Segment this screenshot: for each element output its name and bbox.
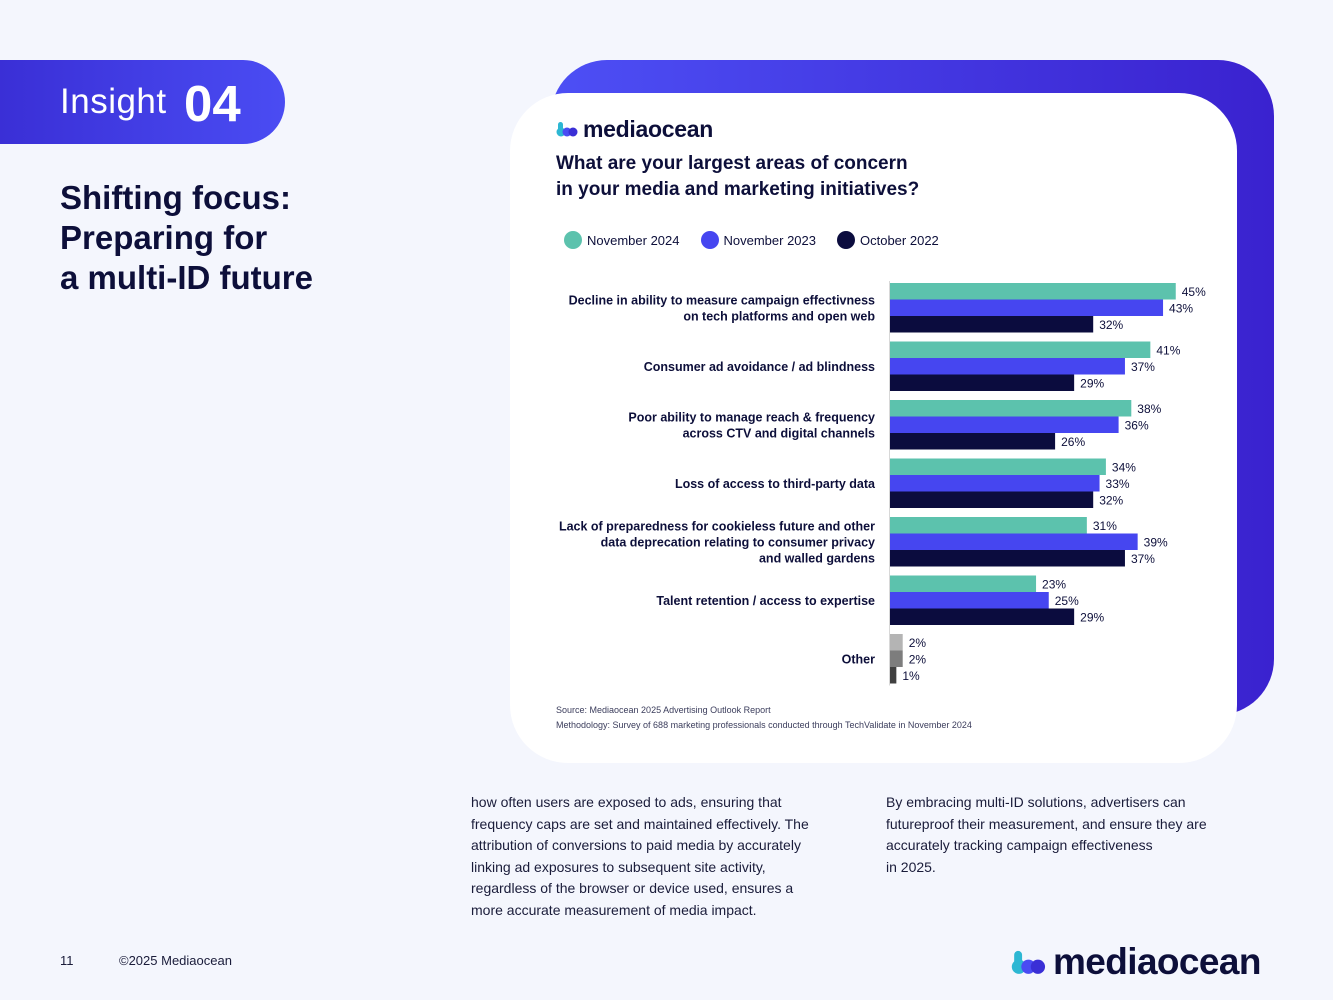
- legend-item: October 2022: [837, 231, 939, 249]
- chart-card: mediaocean What are your largest areas o…: [510, 93, 1237, 763]
- bar: [890, 592, 1049, 609]
- bar: [890, 575, 1037, 592]
- body-text-right: By embracing multi-ID solutions, adverti…: [886, 792, 1207, 878]
- data-label: 29%: [1080, 376, 1104, 390]
- chart-source: Source: Mediaocean 2025 Advertising Outl…: [556, 705, 771, 715]
- mediaocean-logo-icon: [556, 122, 578, 137]
- data-label: 26%: [1061, 435, 1085, 449]
- legend-item: November 2024: [564, 231, 680, 249]
- category-label: Consumer ad avoidance / ad blindness: [644, 360, 875, 374]
- data-label: 1%: [902, 669, 920, 683]
- data-label: 38%: [1137, 402, 1161, 416]
- bar: [890, 475, 1100, 492]
- chart-title-line: What are your largest areas of concern: [556, 153, 908, 174]
- bar: [890, 416, 1119, 433]
- chart-methodology: Methodology: Survey of 688 marketing pro…: [556, 720, 972, 730]
- body-line: futureproof their measurement, and ensur…: [886, 815, 1207, 832]
- category-label: Poor ability to manage reach & frequency: [628, 410, 875, 424]
- bar: [890, 533, 1138, 550]
- mediaocean-logo-icon: [1011, 950, 1046, 974]
- data-label: 32%: [1099, 318, 1123, 332]
- category-label: Lack of preparedness for cookieless futu…: [559, 519, 875, 533]
- category-label: on tech platforms and open web: [683, 309, 875, 323]
- bar: [890, 608, 1075, 625]
- data-label: 32%: [1099, 493, 1123, 507]
- legend-swatch: [564, 231, 582, 249]
- legend-swatch: [700, 231, 719, 249]
- chart-title-line: in your media and marketing initiatives?: [556, 179, 920, 200]
- body-line: frequency caps are set and maintained ef…: [471, 815, 809, 832]
- data-label: 25%: [1055, 594, 1079, 608]
- bar: [890, 491, 1094, 508]
- category-label: Talent retention / access to expertise: [656, 594, 875, 608]
- body-line: more accurate measurement of media impac…: [471, 901, 757, 918]
- bar: [890, 634, 903, 651]
- bar: [890, 283, 1176, 300]
- insight-tab: Insight 04: [0, 60, 285, 144]
- category-label: data deprecation relating to consumer pr…: [601, 535, 875, 549]
- category-label: across CTV and digital channels: [683, 426, 875, 440]
- page-title-line: a multi-ID future: [60, 259, 313, 296]
- body-text-left: how often users are exposed to ads, ensu…: [471, 792, 809, 922]
- chart-title: What are your largest areas of concern i…: [556, 151, 1036, 203]
- brand-wordmark: mediaocean: [1053, 941, 1261, 982]
- copyright: ©2025 Mediaocean: [119, 953, 232, 968]
- data-label: 45%: [1182, 285, 1206, 299]
- bar: [890, 667, 897, 684]
- data-label: 23%: [1042, 577, 1066, 591]
- category-label: Loss of access to third-party data: [675, 477, 876, 491]
- bar: [890, 517, 1087, 534]
- body-line: accurately tracking campaign effectivene…: [886, 837, 1153, 854]
- data-label: 29%: [1080, 610, 1104, 624]
- bar-chart: Decline in ability to measure campaign e…: [559, 281, 1206, 686]
- data-label: 33%: [1106, 477, 1130, 491]
- body-line: attribution of conversions to paid media…: [471, 837, 801, 854]
- bar: [890, 433, 1056, 450]
- body-line: By embracing multi-ID solutions, adverti…: [886, 794, 1186, 810]
- data-label: 41%: [1156, 343, 1180, 357]
- brand-wordmark: mediaocean: [583, 115, 713, 142]
- page-title: Shifting focus: Preparing for a multi-ID…: [60, 178, 480, 298]
- data-label: 37%: [1131, 360, 1155, 374]
- bar: [890, 316, 1094, 333]
- bar: [890, 650, 903, 667]
- bar: [890, 550, 1125, 567]
- body-line: linking ad exposures to subsequent site …: [471, 858, 766, 875]
- insight-label: Insight: [60, 82, 167, 121]
- bar: [890, 374, 1075, 391]
- data-label: 37%: [1131, 552, 1155, 566]
- bar: [890, 458, 1106, 475]
- bar: [890, 341, 1151, 358]
- legend-swatch: [837, 231, 855, 249]
- page-number: 11: [60, 953, 74, 968]
- category-label: and walled gardens: [759, 551, 875, 565]
- legend-label: November 2023: [723, 232, 817, 248]
- legend-item: November 2023: [700, 231, 817, 249]
- page-title-line: Shifting focus:: [60, 179, 291, 216]
- bar: [890, 400, 1132, 417]
- body-line: regardless of the browser or device used…: [471, 880, 794, 897]
- data-label: 2%: [909, 652, 927, 666]
- page-title-line: Preparing for: [60, 219, 268, 256]
- bar: [890, 299, 1164, 316]
- brand-logo-footer: mediaocean: [1011, 940, 1261, 984]
- legend-label: November 2024: [587, 232, 680, 248]
- category-label: Decline in ability to measure campaign e…: [569, 293, 875, 307]
- data-label: 34%: [1112, 460, 1136, 474]
- data-label: 36%: [1125, 418, 1149, 432]
- legend-label: October 2022: [860, 232, 939, 248]
- body-line: in 2025.: [886, 858, 936, 875]
- insight-number: 04: [184, 75, 241, 132]
- data-label: 43%: [1169, 301, 1193, 315]
- data-label: 31%: [1093, 519, 1117, 533]
- chart-legend: November 2024 November 2023 October 2022: [564, 231, 960, 249]
- category-label: Other: [842, 652, 875, 666]
- body-line: how often users are exposed to ads, ensu…: [471, 794, 782, 810]
- data-label: 2%: [909, 636, 927, 650]
- brand-logo-small: mediaocean: [556, 115, 713, 143]
- bar: [890, 358, 1125, 375]
- data-label: 39%: [1144, 535, 1168, 549]
